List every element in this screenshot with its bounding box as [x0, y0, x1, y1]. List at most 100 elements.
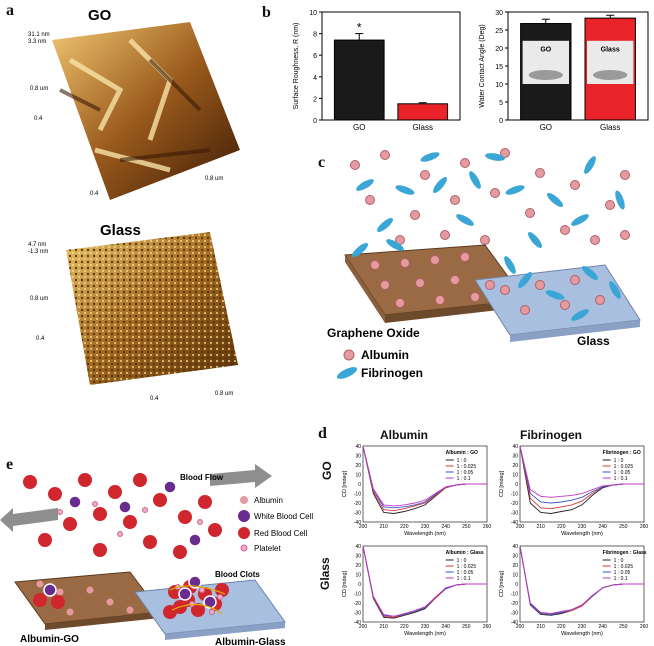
cd-series-line — [362, 445, 487, 507]
adsorbed-fibrinogen — [504, 256, 516, 274]
water-droplet — [528, 70, 563, 80]
adsorbed-albumin — [400, 258, 410, 268]
adsorbed-albumin — [500, 285, 510, 295]
platelet-legend-icon — [240, 544, 248, 552]
clot-red-blood-cell — [163, 605, 177, 619]
x-tick-label: 230 — [421, 524, 430, 530]
albumin-glass-label: Albumin-Glass — [215, 637, 286, 646]
clot-white-blood-cell — [203, 595, 217, 609]
white-blood-cell — [188, 533, 202, 547]
afm-go-tick: 0.4 — [34, 116, 43, 122]
y-tick-label: 0 — [358, 582, 361, 588]
plot-frame — [321, 11, 461, 121]
y-axis-label: CD [mdeg] — [342, 470, 348, 497]
x-tick-label: 200 — [359, 524, 368, 530]
clot-red-blood-cell — [191, 603, 205, 617]
legend-title: Albumin : GO — [446, 450, 478, 456]
legend-entry: 1 : 0.05 — [457, 470, 474, 476]
afm-glass-scale-bottom: -1.3 nm — [28, 249, 48, 255]
bar-glass — [397, 103, 449, 121]
adsorbed-fibrinogen — [545, 290, 565, 300]
fibrinogen-molecule — [377, 218, 393, 232]
platelet — [197, 519, 203, 525]
y-axis-label: CD [mdeg] — [342, 570, 348, 597]
legend-title: Fibrinogen : Glass — [603, 550, 647, 556]
fibrinogen-molecule — [571, 214, 589, 226]
y-tick-label: 0 — [358, 482, 361, 488]
adsorbed-albumin — [395, 298, 405, 308]
albumin-molecule — [590, 235, 600, 245]
panel-a-label: a — [6, 2, 14, 19]
legend-title: Albumin : Glass — [446, 550, 484, 556]
x-tick-label: 200 — [516, 624, 525, 630]
x-tick-label: 200 — [516, 524, 525, 530]
legend-rbc: Red Blood Cell — [254, 529, 308, 538]
x-tick-label: 210 — [536, 524, 545, 530]
y-tick-label: -40 — [354, 520, 361, 526]
red-blood-cell — [123, 515, 137, 529]
platelet — [117, 531, 123, 537]
surface-albumin — [126, 606, 134, 614]
x-tick-label: 230 — [421, 624, 430, 630]
y-tick-label: -30 — [511, 511, 518, 517]
x-tick-label: 210 — [379, 624, 388, 630]
y-tick-label: -10 — [354, 592, 361, 598]
blood-flow-arrow — [210, 464, 272, 488]
contact-angle-chart: 0 5 10 15 20 25 30 Water Contact Angle (Deg) GO G… — [479, 10, 649, 132]
wbc-legend-icon — [238, 510, 250, 522]
adsorbed-albumin — [520, 305, 530, 315]
clot-white-blood-cell — [188, 575, 202, 589]
surface-albumin — [36, 580, 44, 588]
albumin-molecule — [420, 170, 430, 180]
y-tick-label: 4 — [313, 75, 317, 82]
albumin-molecule — [365, 195, 375, 205]
cell-legend: Albumin White Blood Cell Red Blood Cell … — [238, 496, 313, 553]
fibrinogen-molecule — [547, 193, 563, 207]
y-tick-label: 30 — [355, 554, 361, 560]
cd-col-title-fibrinogen: Fibrinogen — [520, 428, 582, 442]
legend-entry: 1 : 0 — [457, 458, 467, 464]
afm-glass-title: Glass — [100, 222, 141, 239]
red-blood-cell — [153, 493, 167, 507]
albumin-molecule — [525, 208, 535, 218]
legend-entry: 1 : 0.025 — [457, 564, 477, 570]
red-blood-cell — [108, 485, 122, 499]
x-tick-label: 210 — [379, 524, 388, 530]
y-tick-label: 10 — [512, 473, 518, 479]
albumin-molecule — [535, 168, 545, 178]
red-blood-cell — [178, 510, 192, 524]
albumin-molecule — [460, 158, 470, 168]
y-tick-label: 8 — [313, 32, 317, 39]
water-droplet — [593, 70, 628, 80]
x-tick-label: 260 — [640, 524, 649, 530]
y-tick-label: 15 — [495, 64, 503, 71]
albumin-molecule — [440, 230, 450, 240]
y-axis-label: Water Contact Angle (Deg) — [479, 24, 486, 107]
fibrinogen-molecule — [584, 156, 596, 174]
cd-fibrinogen-go-chart: -40 -30 -20 -10 0 10 20 30 40 200 210 220 230 240 250 2… — [499, 444, 649, 537]
platelet — [57, 509, 63, 515]
fibrinogen-molecule — [356, 179, 374, 191]
y-tick-label: 25 — [495, 28, 503, 35]
x-tick-label: 240 — [598, 524, 607, 530]
red-blood-cell — [48, 487, 62, 501]
albumin-molecule — [480, 235, 490, 245]
x-tick-label: 230 — [578, 624, 587, 630]
adsorbed-albumin — [570, 275, 580, 285]
y-tick-label: 20 — [512, 463, 518, 469]
albumin-go-label: Albumin-GO — [20, 634, 79, 645]
panel-b-label: b — [262, 4, 271, 21]
y-axis-label: Surface Roughness, R (nm) — [293, 23, 300, 110]
fibrinogen-molecule — [528, 232, 542, 248]
y-tick-label: 10 — [355, 473, 361, 479]
y-tick-label: 40 — [512, 444, 518, 450]
cd-series-line — [519, 545, 644, 614]
significance-marker: * — [357, 21, 362, 35]
cd-series-line — [362, 545, 487, 617]
albumin-molecule — [620, 170, 630, 180]
adsorbed-albumin — [430, 255, 440, 265]
y-tick-label: -10 — [354, 492, 361, 498]
adsorbed-albumin — [450, 275, 460, 285]
y-tick-label: -20 — [354, 501, 361, 507]
white-blood-cell — [118, 500, 132, 514]
